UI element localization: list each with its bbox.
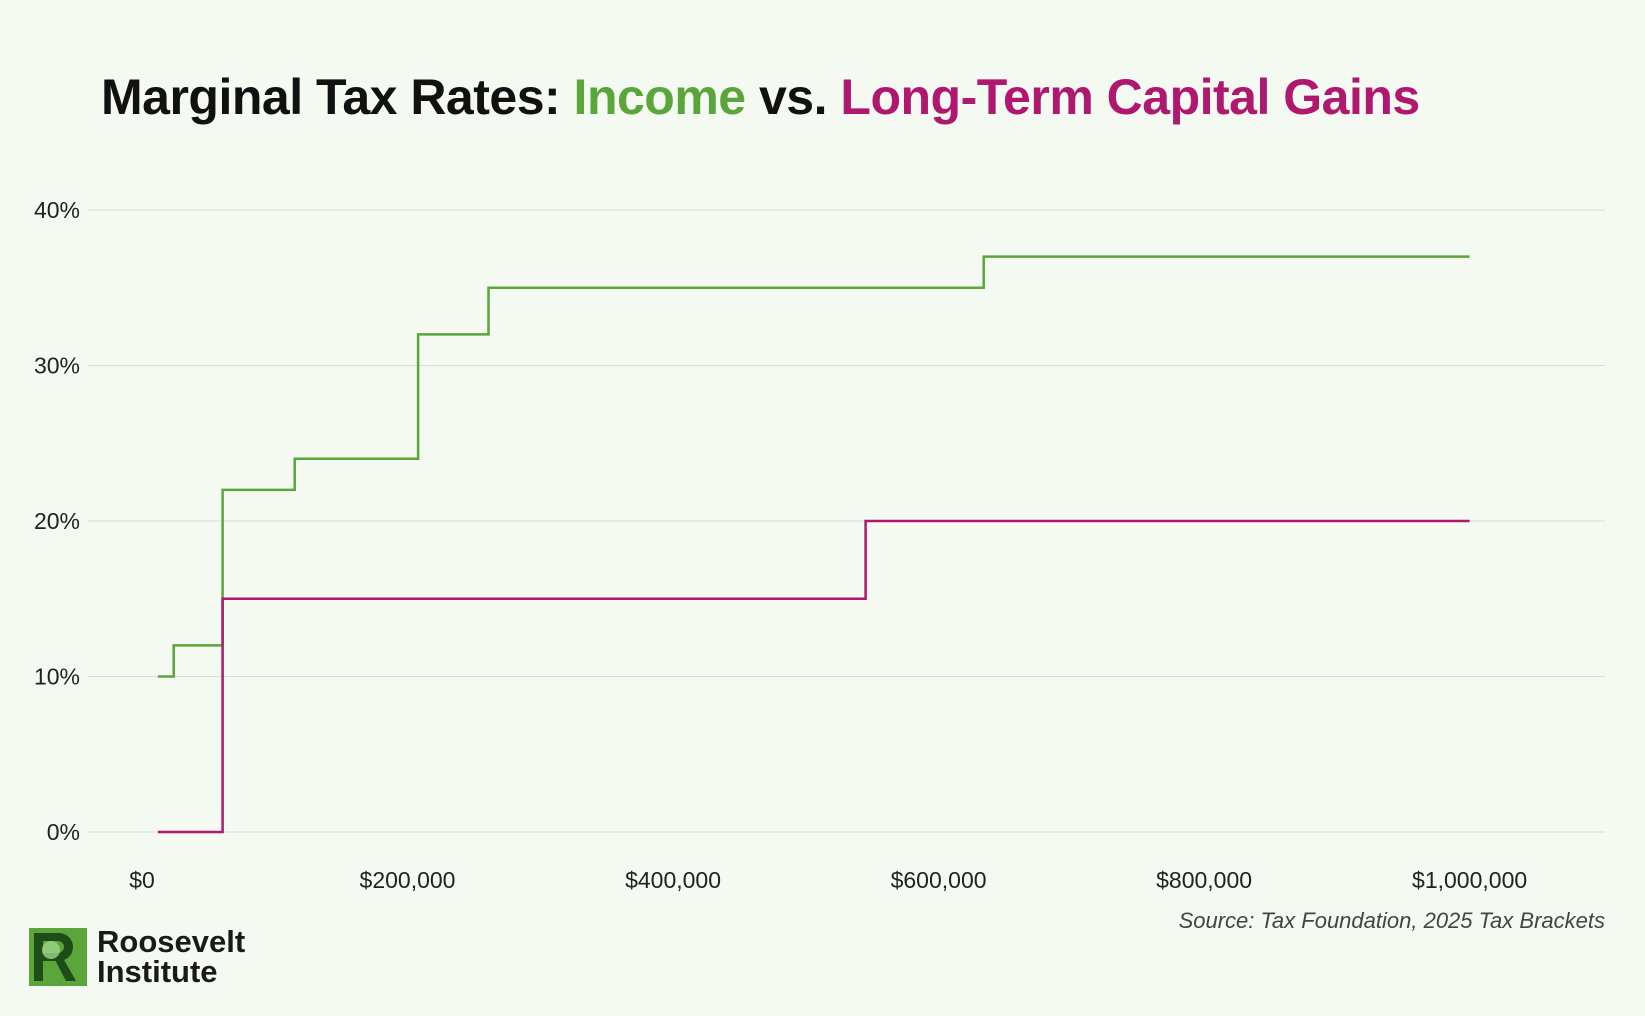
title-capital-gains: Long-Term Capital Gains (840, 69, 1420, 125)
title-income: Income (573, 69, 747, 125)
y-tick-label: 40% (34, 197, 80, 223)
title-part1: Marginal Tax Rates: (101, 69, 574, 125)
x-tick-label: $1,000,000 (1412, 867, 1527, 893)
x-tick-label: $200,000 (360, 867, 456, 893)
roosevelt-institute-logo: Roosevelt Institute (29, 924, 246, 989)
y-tick-label: 10% (34, 664, 80, 690)
y-tick-label: 0% (47, 819, 80, 845)
y-tick-label: 20% (34, 508, 80, 534)
roosevelt-logo-icon (29, 928, 87, 986)
chart-title: Marginal Tax Rates: Income vs. Long-Term… (101, 68, 1420, 126)
capital-gains-rate-line (157, 519, 1470, 834)
income-rate-line (157, 255, 1470, 678)
x-axis-ticks: $0 $200,000 $400,000 $600,000 $800,000 $1,000… (129, 867, 1527, 893)
logo-wordmark: Roosevelt Institute (97, 924, 246, 989)
y-tick-label: 30% (34, 353, 80, 379)
x-tick-label: $400,000 (625, 867, 721, 893)
logo-line1: Roosevelt (97, 924, 246, 959)
x-tick-label: $600,000 (891, 867, 987, 893)
y-axis-ticks: 0% 10% 20% 30% 40% (34, 197, 80, 845)
source-note: Source: Tax Foundation, 2025 Tax Bracket… (1178, 908, 1605, 933)
series-lines (157, 255, 1470, 834)
logo-line2: Institute (97, 954, 218, 989)
x-tick-label: $0 (129, 867, 155, 893)
title-vs: vs. (745, 69, 841, 125)
x-tick-label: $800,000 (1156, 867, 1252, 893)
